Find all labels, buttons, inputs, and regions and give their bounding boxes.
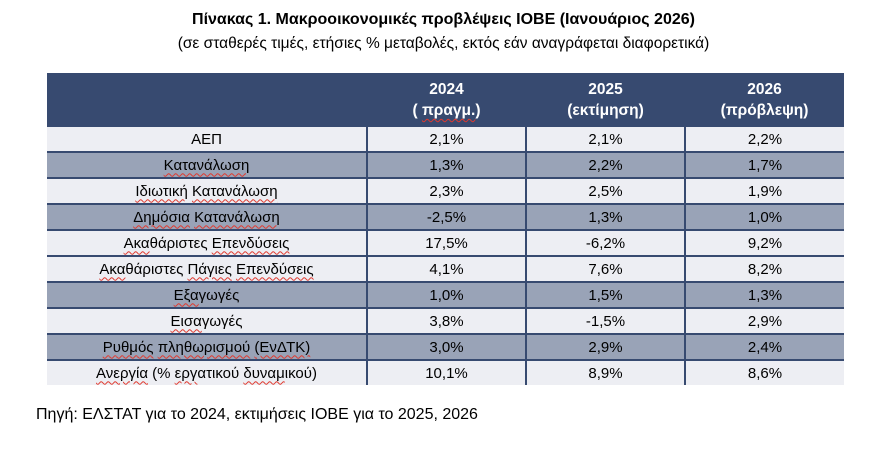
header-corner-cell (47, 73, 367, 126)
table-row: ΑΕΠ 2,1% 2,1% 2,2% (47, 125, 844, 152)
table-row: Ρυθμός πληθωρισμού (ΕνΔΤΚ) 3,0% 2,9% 2,4% (47, 333, 844, 360)
text-fragment: (% (148, 364, 175, 382)
column-header: 2026 (πρόβλεψη) (685, 73, 844, 126)
column-header: 2024 ( πραγμ.) (367, 73, 526, 126)
value-cell: -2,5% (366, 203, 526, 230)
text-fragment: (πρόβλεψη) (720, 102, 809, 119)
value-cell: 1,3% (684, 281, 844, 308)
value-cell: 2,4% (684, 333, 844, 360)
misspelled-text: εργ (174, 364, 198, 382)
table-row: Εισαγωγές 3,8% -1,5% 2,9% (47, 307, 844, 334)
value-cell: 8,9% (525, 359, 685, 385)
value-cell: 1,3% (366, 151, 526, 178)
row-label: Ακαθάριστες Επενδύσεις (47, 229, 367, 256)
table-row: Ανεργία (% εργατικού δυναμικού) 10,1% 8,9%… (47, 359, 844, 385)
column-year-label: 2026 (747, 81, 782, 98)
value-cell: 10,1% (366, 359, 526, 385)
forecast-table: 2024 ( πραγμ.) 2025 (εκτίμηση) 2026 (πρόβλεψη… (47, 73, 844, 385)
misspelled-text: Εισα (170, 312, 202, 330)
table-row: Ακαθάριστες Πάγιες Επενδύσεις 4,1% 7,6% 8,2… (47, 255, 844, 282)
table-row: Ακαθάριστες Επενδύσεις 17,5% -6,2% 9,2% (47, 229, 844, 256)
table-title: Πίνακας 1. Μακροοικονομικές προβλέψεις Ι… (192, 11, 695, 28)
row-label: Κατανάλωση (47, 151, 367, 178)
misspelled-text: Επενδύσεις (235, 260, 314, 278)
misspelled-text: πραγμ. (421, 102, 476, 119)
value-cell: 2,9% (684, 307, 844, 334)
value-cell: 7,6% (525, 255, 685, 282)
value-cell: 2,1% (366, 125, 526, 152)
value-cell: 1,0% (366, 281, 526, 308)
row-label: Ρυθμός πληθωρισμού (ΕνΔΤΚ) (47, 333, 367, 360)
value-cell: 1,0% (684, 203, 844, 230)
value-cell: -1,5% (525, 307, 685, 334)
value-cell: -6,2% (525, 229, 685, 256)
table-row: Δημόσια Κατανάλωση -2,5% 1,3% 1,0% (47, 203, 844, 230)
misspelled-text: δυναμ (243, 364, 285, 382)
misspelled-text: Κατανάλωση (163, 156, 250, 174)
column-header: 2025 (εκτίμηση) (526, 73, 685, 126)
row-label: ΑΕΠ (47, 125, 367, 152)
value-cell: 1,5% (525, 281, 685, 308)
misspelled-text: Ανεργία (96, 364, 148, 382)
text-fragment: γωγές (201, 312, 243, 330)
table-row: Ιδιωτική Κατανάλωση 2,3% 2,5% 1,9% (47, 177, 844, 204)
table-subtitle: (σε σταθερές τιμές, ετήσιες % μεταβολές,… (177, 35, 710, 52)
text-fragment: ΑΕΠ (191, 130, 222, 148)
misspelled-text: πληθωρισμού (157, 338, 251, 356)
row-label: Εισαγωγές (47, 307, 367, 334)
misspelled-text: Ακα (123, 234, 150, 252)
value-cell: 17,5% (366, 229, 526, 256)
source-note: Πηγή: ΕΛΣΤΑΤ για το 2024, εκτιμήσεις ΙΟΒ… (36, 406, 478, 423)
text-fragment: θάριστες (125, 260, 188, 278)
value-cell: 2,5% (525, 177, 685, 204)
misspelled-text: Ιδιωτική (135, 182, 188, 200)
column-year-label: 2024 (429, 81, 464, 98)
header-row: 2024 ( πραγμ.) 2025 (εκτίμηση) 2026 (πρόβλεψη… (47, 73, 844, 126)
value-cell: 1,7% (684, 151, 844, 178)
misspelled-text: Επενδύσεις (211, 234, 290, 252)
row-label: Δημόσια Κατανάλωση (47, 203, 367, 230)
text-fragment: ατικού (197, 364, 244, 382)
text-fragment: (εκτίμηση) (567, 102, 644, 119)
column-subtitle: (πρόβλεψη) (685, 100, 844, 125)
misspelled-text: Πάγιες (187, 260, 232, 278)
value-cell: 3,8% (366, 307, 526, 334)
column-subtitle: ( πραγμ.) (367, 100, 526, 125)
misspelled-text: Εξα (173, 286, 199, 304)
misspelled-text: Κατανάλωση (194, 208, 280, 226)
row-label: Ακαθάριστες Πάγιες Επενδύσεις (47, 255, 367, 282)
misspelled-text: Ακα (99, 260, 126, 278)
text-fragment: ( (412, 102, 422, 119)
value-cell: 2,2% (525, 151, 685, 178)
misspelled-text: Δημόσια (133, 208, 190, 226)
value-cell: 1,9% (684, 177, 844, 204)
value-cell: 2,9% (525, 333, 685, 360)
column-year-label: 2025 (588, 81, 623, 98)
text-fragment: γωγές (198, 286, 240, 304)
value-cell: 1,3% (525, 203, 685, 230)
value-cell: 3,0% (366, 333, 526, 360)
document-page: Πίνακας 1. Μακροοικονομικές προβλέψεις Ι… (0, 10, 887, 425)
column-subtitle: (εκτίμηση) (526, 100, 685, 125)
value-cell: 9,2% (684, 229, 844, 256)
table-row: Κατανάλωση 1,3% 2,2% 1,7% (47, 151, 844, 178)
value-cell: 2,1% (525, 125, 685, 152)
text-fragment: θάριστες (149, 234, 212, 252)
misspelled-text: Ρυθμός (102, 338, 154, 356)
value-cell: 2,2% (684, 125, 844, 152)
misspelled-text: (ΕνΔΤΚ) (254, 338, 311, 356)
text-fragment: ικού) (284, 364, 317, 382)
misspelled-text: Κατανάλωση (191, 182, 278, 200)
value-cell: 2,3% (366, 177, 526, 204)
row-label: Ανεργία (% εργατικού δυναμικού) (47, 359, 367, 385)
text-fragment: ) (475, 102, 481, 119)
value-cell: 8,2% (684, 255, 844, 282)
row-label: Εξαγωγές (47, 281, 367, 308)
value-cell: 8,6% (684, 359, 844, 385)
table-body: ΑΕΠ 2,1% 2,1% 2,2% Κατανάλωση 1,3% 2,2% 1,7% Ιδι… (47, 125, 844, 385)
value-cell: 4,1% (366, 255, 526, 282)
row-label: Ιδιωτική Κατανάλωση (47, 177, 367, 204)
table-row: Εξαγωγές 1,0% 1,5% 1,3% (47, 281, 844, 308)
